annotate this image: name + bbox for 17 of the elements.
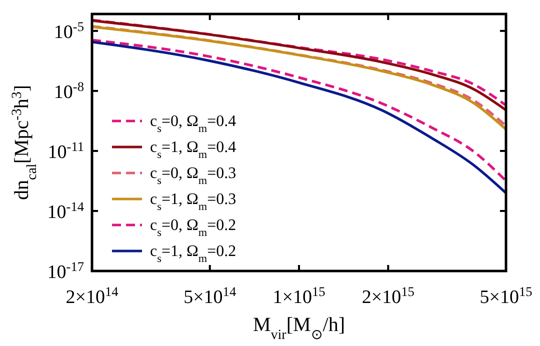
legend-label: c$_{s}$=0, Ω$_{m}$=0.4 xyxy=(150,113,236,135)
legend-label: c$_{s}$=0, Ω$_{m}$=0.2 xyxy=(150,217,236,239)
y-tick-label: 10$^{-8}$ xyxy=(54,78,84,103)
y-tick-label: 10$^{-11}$ xyxy=(48,138,84,163)
y-tick-label: 10$^{-5}$ xyxy=(54,18,84,43)
y-tick-label: 10$^{-14}$ xyxy=(47,198,84,223)
legend-label: c$_{s}$=1, Ω$_{m}$=0.3 xyxy=(150,191,236,213)
x-tick-label: 5×10$^{14}$ xyxy=(184,284,236,308)
legend-label: c$_{s}$=0, Ω$_{m}$=0.3 xyxy=(150,165,236,187)
x-tick-label: 2×10$^{14}$ xyxy=(66,284,119,308)
x-axis-title: M$_{vir}$[M$_{⊙}$/h] xyxy=(252,314,346,342)
x-tick-label: 2×10$^{15}$ xyxy=(362,284,415,308)
x-tick-label: 1×10$^{15}$ xyxy=(272,284,326,308)
legend-label: c$_{s}$=1, Ω$_{m}$=0.4 xyxy=(150,139,236,161)
legend-label: c$_{s}$=1, Ω$_{m}$=0.2 xyxy=(150,243,236,265)
y-tick-label: 10$^{-17}$ xyxy=(47,258,84,283)
x-tick-label: 5×10$^{15}$ xyxy=(480,284,533,308)
